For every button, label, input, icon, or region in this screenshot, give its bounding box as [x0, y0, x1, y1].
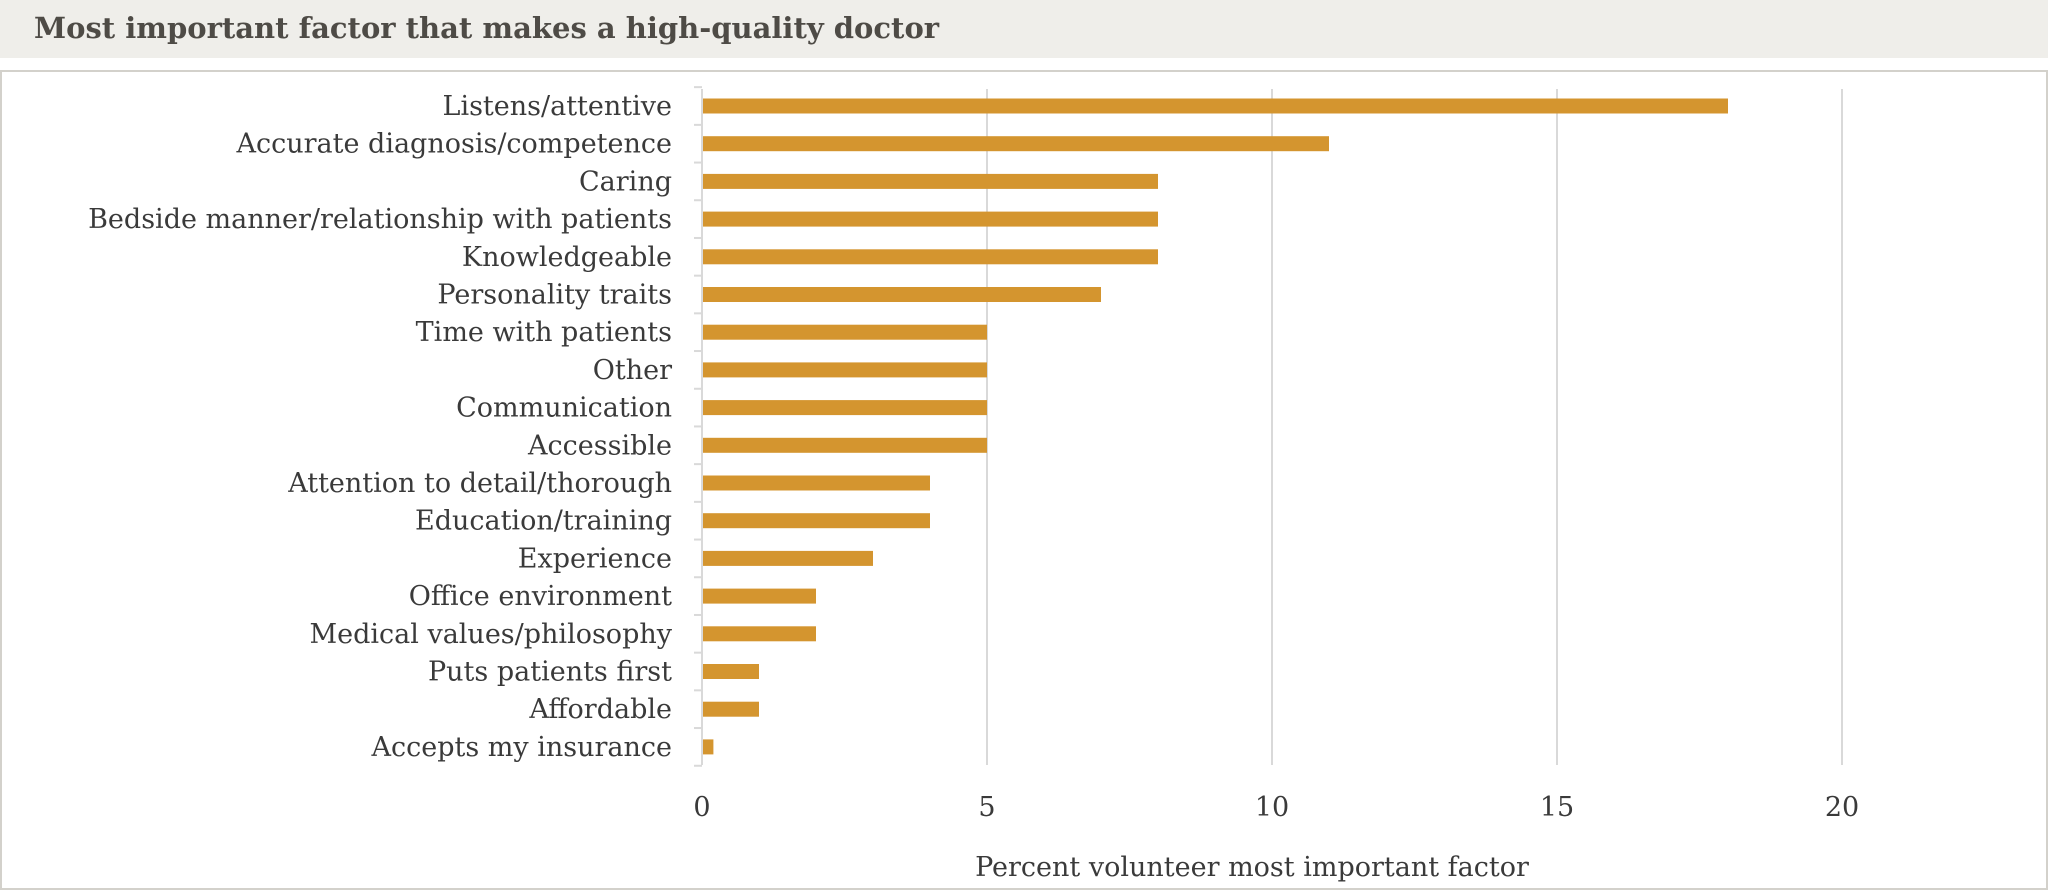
- x-axis-title: Percent volunteer most important factor: [975, 852, 1529, 883]
- category-label-15: Medical values/philosophy: [309, 619, 672, 650]
- bar-15: [703, 626, 816, 642]
- chart-panel: Listens/attentive Accurate diagnosis/comp…: [0, 70, 2048, 890]
- category-label-9: Communication: [456, 393, 672, 424]
- x-tick-label-15: 15: [1540, 792, 1574, 823]
- category-label-4: Bedside manner/relationship with patient…: [88, 204, 672, 235]
- x-tick-label-5: 5: [978, 792, 995, 823]
- category-label-14: Office environment: [409, 581, 672, 612]
- category-label-7: Time with patients: [416, 317, 672, 348]
- category-label-8: Other: [593, 355, 672, 386]
- bar-2: [703, 136, 1329, 152]
- chart-header: Most important factor that makes a high-…: [0, 0, 2048, 58]
- bar-4: [703, 211, 1158, 227]
- chart-title: Most important factor that makes a high-…: [34, 11, 940, 45]
- category-label-10: Accessible: [527, 430, 672, 461]
- category-label-6: Personality traits: [437, 280, 672, 311]
- bar-1: [703, 98, 1728, 114]
- bar-9: [703, 400, 987, 416]
- bar-6: [703, 287, 1101, 302]
- bar-8: [703, 362, 987, 378]
- bar-3: [703, 173, 1158, 189]
- grid-lines: [694, 86, 1843, 767]
- bar-13: [703, 550, 873, 566]
- category-label-17: Affordable: [528, 694, 672, 725]
- bar-7: [703, 324, 987, 340]
- x-axis-ticks: 0 5 10 15 20: [693, 792, 1859, 823]
- category-label-2: Accurate diagnosis/competence: [236, 129, 673, 160]
- bar-10: [703, 437, 987, 453]
- category-label-16: Puts patients first: [428, 657, 672, 688]
- bar-chart: Listens/attentive Accurate diagnosis/comp…: [88, 86, 1859, 883]
- bar-11: [703, 475, 930, 491]
- category-label-18: Accepts my insurance: [371, 732, 673, 763]
- category-label-3: Caring: [579, 166, 672, 197]
- bar-16: [703, 664, 759, 679]
- bar-18: [703, 739, 714, 755]
- category-label-11: Attention to detail/thorough: [287, 468, 672, 499]
- category-label-12: Education/training: [415, 506, 672, 537]
- bar-14: [703, 588, 816, 604]
- x-tick-label-20: 20: [1825, 792, 1859, 823]
- bars: [703, 98, 1728, 755]
- bar-17: [703, 701, 759, 717]
- category-label-5: Knowledgeable: [462, 242, 672, 273]
- bar-5: [703, 249, 1158, 265]
- category-label-1: Listens/attentive: [443, 91, 672, 122]
- category-labels: Listens/attentive Accurate diagnosis/comp…: [88, 91, 673, 763]
- bar-12: [703, 513, 930, 529]
- category-label-13: Experience: [518, 543, 672, 574]
- x-tick-label-0: 0: [693, 792, 710, 823]
- x-tick-label-10: 10: [1255, 792, 1289, 823]
